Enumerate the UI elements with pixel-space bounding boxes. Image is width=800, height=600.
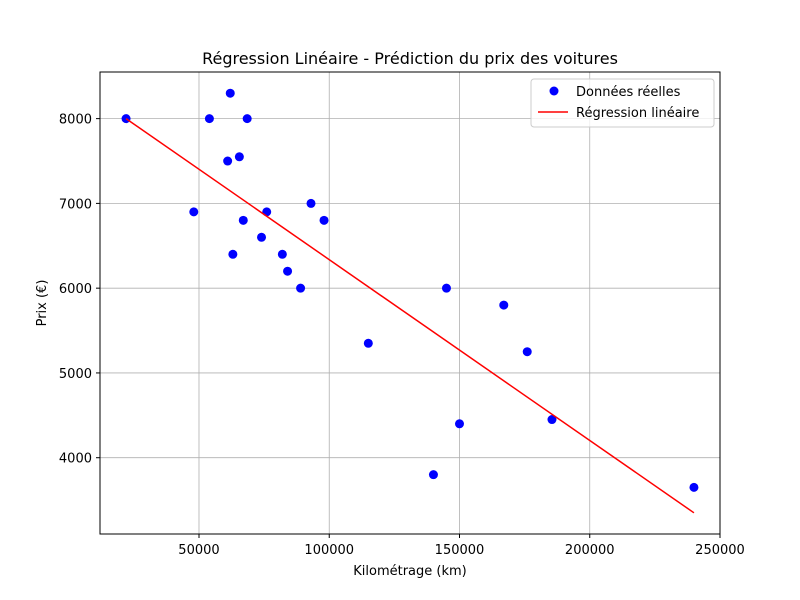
scatter-point [499,300,509,310]
y-tick-label: 8000 [59,113,92,128]
scatter-point [234,152,244,162]
x-tick-label: 200000 [565,543,615,558]
scatter-point [242,114,252,124]
y-tick-label: 4000 [59,452,92,467]
regression-line [125,118,695,514]
x-tick-label: 250000 [695,543,745,558]
scatter-point [547,415,557,425]
scatter-point [283,266,293,276]
scatter-point [319,215,329,225]
scatter-point [189,207,199,217]
plot-series [121,88,699,514]
scatter-point [228,249,238,259]
scatter-point [296,283,306,293]
scatter-point [454,419,464,429]
x-axis-ticks: 50000 100000 150000 200000 250000 [178,534,745,558]
y-tick-label: 7000 [59,197,92,212]
legend-label-line: Régression linéaire [576,106,699,121]
scatter-point [257,232,267,242]
legend-box [530,78,715,128]
x-tick-label: 100000 [304,543,354,558]
x-axis-label: Kilométrage (km) [353,564,467,579]
scatter-point [204,114,214,124]
scatter-point [363,338,373,348]
scatter-point [441,283,451,293]
scatter-point [689,482,699,492]
scatter-point [121,114,131,124]
legend-marker-scatter [549,86,559,96]
plot-frame [99,71,721,535]
y-tick-label: 6000 [59,282,92,297]
scatter-point [277,249,287,259]
y-axis-label: Prix (€) [35,280,50,327]
scatter-point [428,470,438,480]
scatter-point [262,207,272,217]
legend: Données réelles Régression linéaire [530,78,715,128]
x-tick-label: 50000 [178,543,219,558]
scatter-point [238,215,248,225]
y-tick-label: 5000 [59,367,92,382]
scatter-point [522,347,532,357]
chart-title: Régression Linéaire - Prédiction du prix… [202,49,618,68]
scatter-point [306,198,316,208]
x-tick-label: 150000 [435,543,485,558]
scatter-point [225,88,235,98]
y-axis-ticks: 4000 5000 6000 7000 8000 [59,113,100,467]
scatter-point [223,156,233,166]
legend-label-scatter: Données réelles [576,85,681,100]
